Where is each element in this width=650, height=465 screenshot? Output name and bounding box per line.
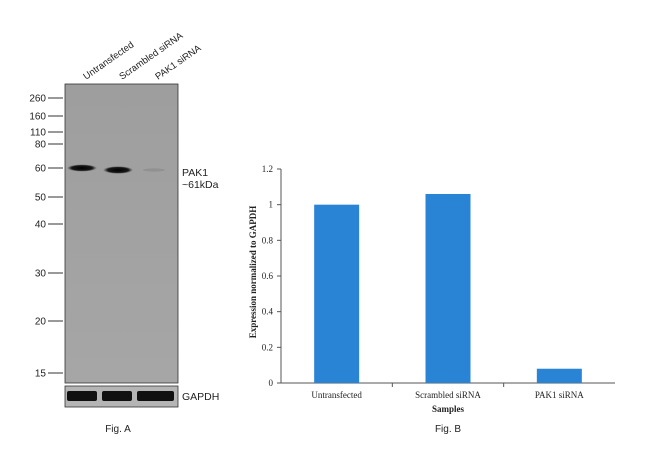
mw-label: 160 bbox=[29, 112, 46, 123]
target-label: PAK1 bbox=[182, 167, 208, 179]
fig-b-caption: Fig. B bbox=[435, 424, 461, 435]
target-size: ~61kDa bbox=[182, 179, 219, 191]
y-tick-label: 0.4 bbox=[262, 307, 274, 317]
gapdh-band-2 bbox=[102, 391, 132, 401]
bar bbox=[314, 204, 360, 383]
mw-label: 50 bbox=[35, 193, 47, 204]
chart-bars bbox=[314, 193, 582, 383]
gapdh-band-3 bbox=[137, 391, 174, 401]
gapdh-label: GAPDH bbox=[182, 391, 219, 403]
x-tick-label: Untransfected bbox=[311, 390, 362, 400]
x-axis-label: Samples bbox=[432, 404, 465, 414]
y-tick-label: 0 bbox=[269, 378, 274, 388]
x-tick-labels: Untransfected Scrambled siRNA PAK1 siRNA bbox=[311, 383, 584, 400]
y-axis-label: Expression normalized to GAPDH bbox=[248, 206, 258, 339]
y-tick-label: 0.8 bbox=[262, 235, 274, 245]
y-tick-label: 1.2 bbox=[262, 164, 273, 174]
y-tick-labels: 0 0.2 0.4 0.6 0.8 1 1.2 bbox=[262, 164, 281, 388]
x-tick-label: PAK1 siRNA bbox=[535, 390, 584, 400]
lane-label: Scrambled siRNA bbox=[117, 30, 185, 82]
gapdh-bands bbox=[67, 391, 174, 401]
gapdh-band-1 bbox=[67, 391, 97, 401]
y-tick-label: 0.2 bbox=[262, 342, 273, 352]
mw-label: 30 bbox=[35, 269, 47, 280]
bar bbox=[425, 193, 471, 383]
band-scrambled bbox=[103, 166, 133, 174]
fig-a-caption: Fig. A bbox=[105, 424, 131, 435]
mw-label: 110 bbox=[30, 128, 46, 139]
band-untransfected bbox=[67, 164, 97, 172]
mw-label: 60 bbox=[35, 164, 47, 175]
mw-label: 20 bbox=[35, 317, 47, 328]
mw-label: 260 bbox=[29, 94, 46, 105]
pak1-bands bbox=[67, 164, 165, 174]
bar bbox=[536, 368, 582, 383]
band-pak1-sirna bbox=[143, 168, 165, 172]
mw-label: 40 bbox=[35, 220, 47, 231]
bar-chart-panel: 0 0.2 0.4 0.6 0.8 1 1.2 Untransfected Scrambled… bbox=[248, 164, 615, 435]
mw-label: 15 bbox=[35, 369, 47, 380]
blot-membrane bbox=[64, 83, 179, 384]
y-tick-label: 0.6 bbox=[262, 271, 274, 281]
x-tick-label: Scrambled siRNA bbox=[415, 390, 481, 400]
y-tick-label: 1 bbox=[269, 200, 274, 210]
mw-label: 80 bbox=[35, 140, 47, 151]
